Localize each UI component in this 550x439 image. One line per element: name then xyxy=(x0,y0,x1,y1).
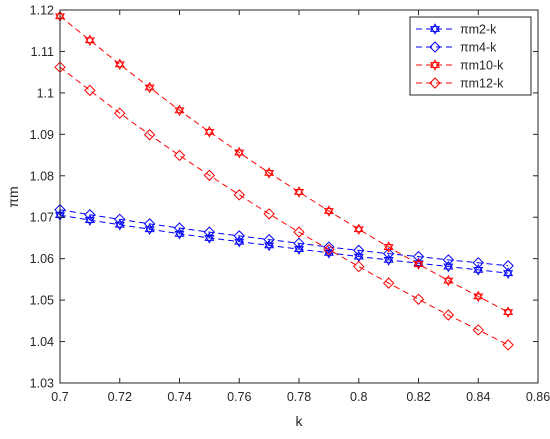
data-point xyxy=(114,58,125,71)
data-point xyxy=(382,247,395,260)
data-point xyxy=(84,209,96,221)
data-point xyxy=(472,257,484,269)
y-tick-label: 1.03 xyxy=(30,377,54,391)
data-point xyxy=(174,228,185,240)
legend-label: πm2-k xyxy=(460,23,497,37)
data-point xyxy=(293,237,305,250)
legend-marker xyxy=(429,41,441,53)
data-point xyxy=(114,107,126,119)
x-tick-label: 0.86 xyxy=(526,390,550,404)
data-point xyxy=(383,241,394,253)
data-point xyxy=(173,149,186,162)
data-point xyxy=(323,241,335,253)
data-point xyxy=(263,233,275,246)
data-point xyxy=(382,277,395,289)
data-point xyxy=(323,247,334,259)
data-point xyxy=(412,293,425,305)
data-point xyxy=(443,274,454,287)
series-line xyxy=(59,15,509,313)
data-point xyxy=(383,254,394,266)
series-line xyxy=(59,214,509,274)
legend-marker xyxy=(429,23,441,35)
legend-label: πm12-k xyxy=(460,77,504,91)
y-tick-label: 1.08 xyxy=(30,169,54,183)
x-tick-label: 0.76 xyxy=(227,390,251,404)
y-tick-label: 1.07 xyxy=(30,211,54,225)
data-point xyxy=(234,235,245,248)
data-point xyxy=(353,223,364,236)
y-tick-label: 1.09 xyxy=(30,128,54,142)
data-point xyxy=(203,169,216,182)
x-tick-label: 0.8 xyxy=(350,390,367,404)
x-tick-label: 0.84 xyxy=(466,390,490,404)
data-point xyxy=(502,339,514,351)
data-point xyxy=(143,218,156,230)
data-point xyxy=(204,232,215,244)
legend-marker xyxy=(429,59,441,71)
data-point xyxy=(264,239,275,252)
data-point xyxy=(323,205,334,217)
data-point xyxy=(472,324,484,336)
axes-layer xyxy=(59,9,539,384)
legend-label: πm4-k xyxy=(460,41,497,55)
x-tick-label: 0.72 xyxy=(108,390,132,404)
y-tick-label: 1.12 xyxy=(30,4,54,18)
data-point xyxy=(323,243,335,256)
series-layer xyxy=(54,10,514,351)
data-point xyxy=(144,81,155,94)
data-point xyxy=(203,226,216,238)
y-tick-label: 1.11 xyxy=(31,45,54,59)
data-point xyxy=(264,167,275,179)
data-point xyxy=(473,290,484,303)
data-point xyxy=(84,214,95,226)
data-point xyxy=(293,243,305,255)
series-3 xyxy=(54,10,514,318)
data-point xyxy=(353,250,364,263)
data-point xyxy=(293,186,305,198)
data-point xyxy=(442,309,455,321)
data-point xyxy=(204,126,215,138)
y-tick-label: 1.06 xyxy=(30,252,54,266)
series-line xyxy=(59,209,509,267)
series-line xyxy=(59,66,509,346)
legend: πm2-k πm4-k πm10-k πm12-k xyxy=(409,16,532,96)
y-tick-label: 1.05 xyxy=(30,294,54,308)
data-point xyxy=(143,129,156,141)
data-point xyxy=(173,222,186,234)
data-point xyxy=(234,146,245,159)
series-4 xyxy=(54,61,514,351)
x-tick-label: 0.7 xyxy=(51,390,68,404)
series-2 xyxy=(54,204,514,272)
x-tick-label: 0.82 xyxy=(406,390,430,404)
y-tick-label: 1.1 xyxy=(37,86,54,100)
data-point xyxy=(263,208,275,220)
data-point xyxy=(442,254,455,266)
data-point xyxy=(144,223,155,236)
data-point xyxy=(174,104,185,117)
data-point xyxy=(114,218,125,231)
legend-label: πm10-k xyxy=(460,59,504,73)
data-point xyxy=(353,260,365,273)
legend-box xyxy=(409,16,532,96)
tick-label-layer: 0.7 0.72 0.74 0.76 0.78 0.8 0.82 0.84 0.86 1.03 1.… xyxy=(30,4,550,405)
data-point xyxy=(503,306,514,318)
data-point xyxy=(293,226,305,238)
y-tick-label: 1.04 xyxy=(30,335,54,349)
data-point xyxy=(413,258,424,270)
data-point xyxy=(443,260,454,273)
data-point xyxy=(233,189,245,201)
data-point xyxy=(84,34,95,47)
y-axis-label: πm xyxy=(5,186,21,207)
x-tick-label: 0.78 xyxy=(287,390,311,404)
data-point xyxy=(84,84,96,97)
data-point xyxy=(233,230,245,242)
x-tick-label: 0.74 xyxy=(167,390,191,404)
x-axis-label: k xyxy=(296,413,304,429)
legend-marker xyxy=(429,77,441,89)
data-point xyxy=(114,213,126,226)
data-point xyxy=(353,244,365,257)
data-point xyxy=(502,260,514,272)
